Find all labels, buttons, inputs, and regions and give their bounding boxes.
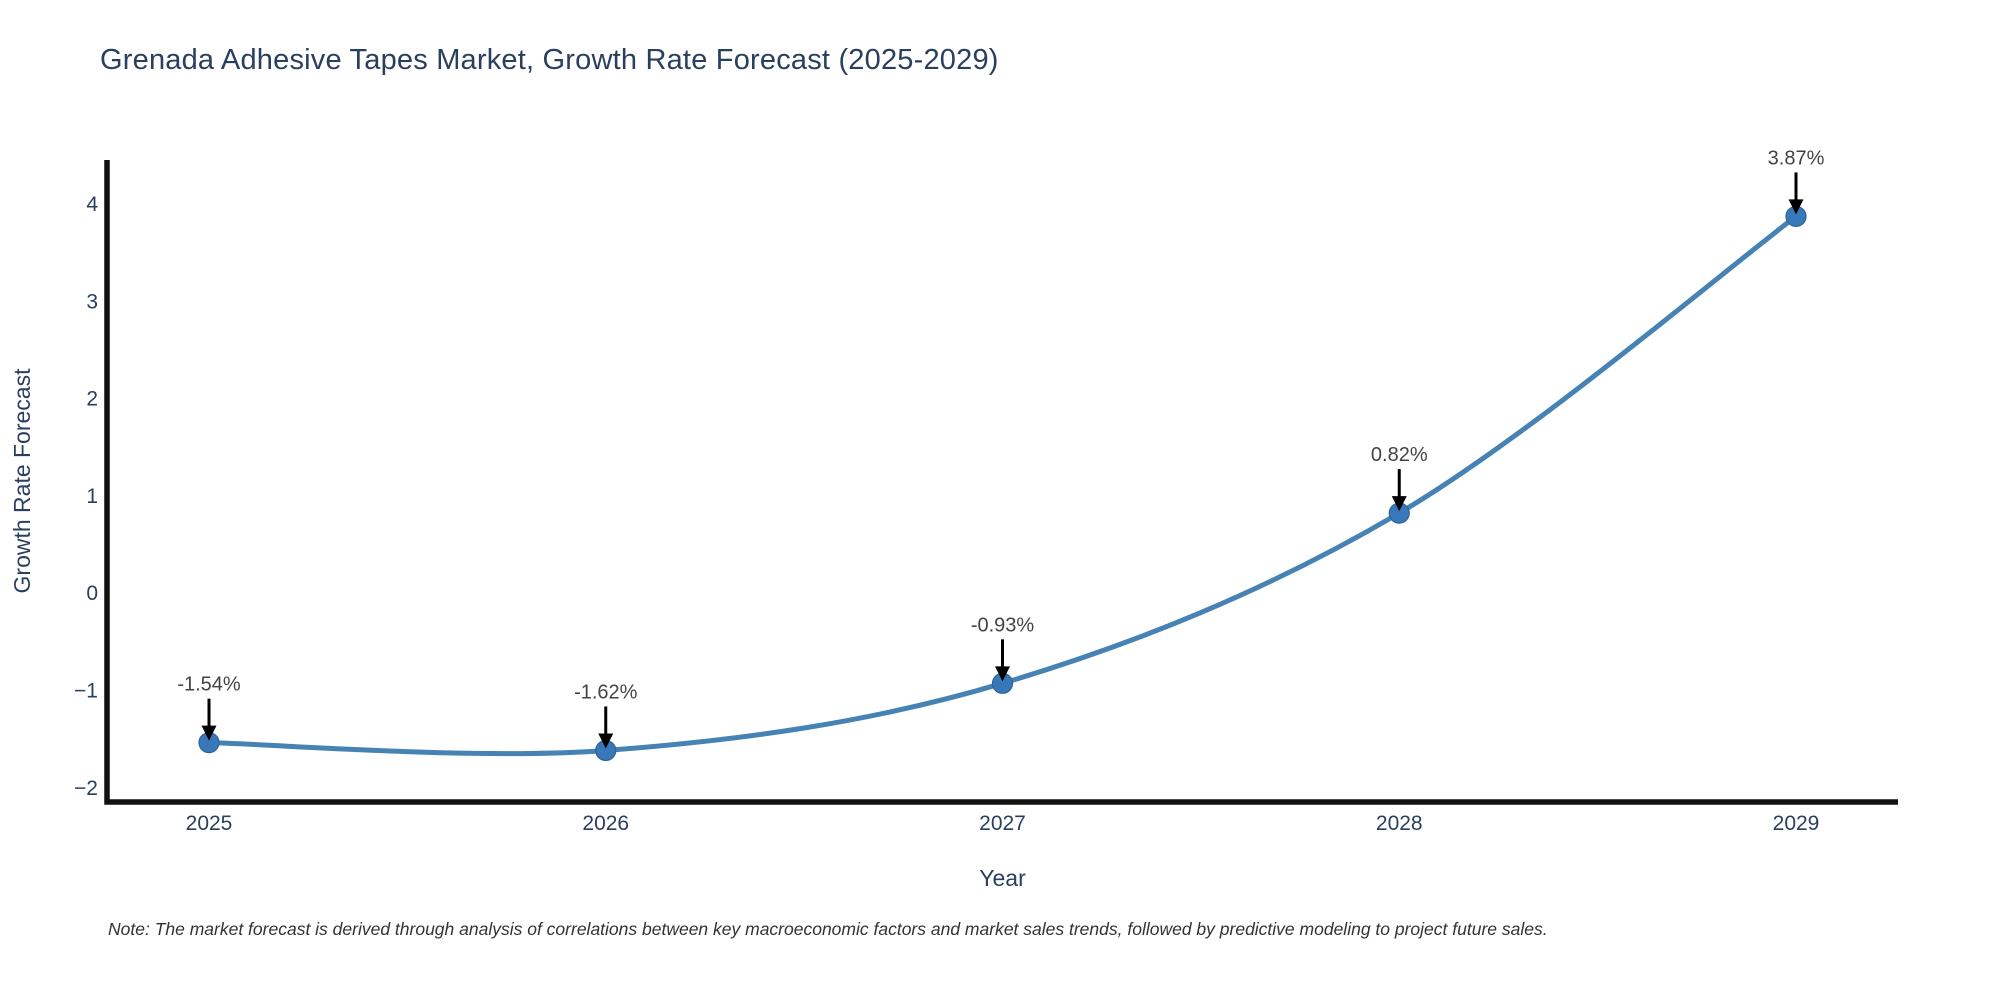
y-axis-title: Growth Rate Forecast bbox=[9, 368, 35, 594]
annotation-label: -1.62% bbox=[574, 681, 638, 703]
y-tick-label: 1 bbox=[86, 485, 98, 508]
chart-title: Grenada Adhesive Tapes Market, Growth Ra… bbox=[100, 44, 999, 76]
axis-lines bbox=[104, 160, 1898, 805]
y-tick-label: 3 bbox=[86, 290, 98, 313]
y-tick-label: 4 bbox=[86, 193, 98, 216]
annotation-arrowhead bbox=[1391, 496, 1407, 512]
footnote: Note: The market forecast is derived thr… bbox=[108, 919, 1548, 939]
annotation-arrowhead bbox=[201, 725, 217, 741]
y-tick-label: −2 bbox=[74, 777, 98, 800]
annotation-arrowhead bbox=[1788, 199, 1804, 215]
y-tick-label: −1 bbox=[74, 679, 98, 702]
x-tick-label: 2028 bbox=[1376, 812, 1423, 835]
annotation-label: 3.87% bbox=[1768, 147, 1825, 169]
annotation-arrowhead bbox=[598, 733, 614, 749]
annotation-label: 0.82% bbox=[1371, 444, 1428, 466]
y-tick-label: 0 bbox=[86, 582, 98, 605]
x-tick-label: 2026 bbox=[582, 812, 629, 835]
x-tick-label: 2025 bbox=[186, 812, 233, 835]
x-axis-title: Year bbox=[979, 865, 1026, 891]
annotation-arrowhead bbox=[995, 666, 1010, 682]
y-tick-label: 2 bbox=[86, 388, 98, 411]
x-tick-label: 2029 bbox=[1773, 812, 1820, 835]
annotation-label: -1.54% bbox=[177, 674, 241, 696]
annotation-label: -0.93% bbox=[971, 614, 1035, 636]
x-tick-label: 2027 bbox=[979, 812, 1026, 835]
